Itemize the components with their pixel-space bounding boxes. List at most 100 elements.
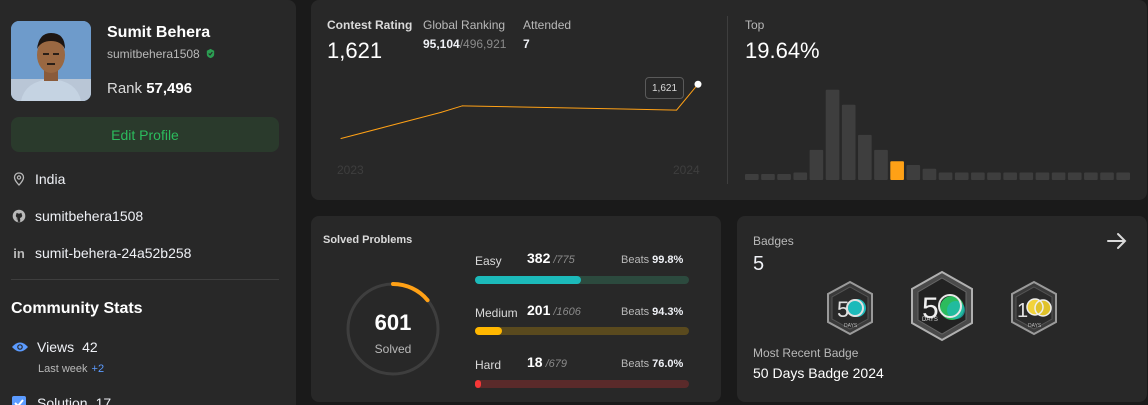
histogram-bar: [971, 172, 985, 180]
hard-beats: Beats 76.0%: [621, 358, 683, 370]
views-value: 42: [82, 339, 98, 355]
easy-label: Easy: [475, 254, 502, 268]
avatar-photo: [11, 21, 91, 101]
histogram-bar: [938, 172, 953, 180]
github-row[interactable]: sumitbehera1508: [11, 208, 143, 224]
easy-beats-value: 99.8%: [652, 254, 684, 266]
medium-progress-fill: [475, 327, 502, 335]
histogram-bar: [1019, 172, 1034, 180]
histogram-bar: [987, 172, 1001, 180]
rating-point: [694, 80, 702, 88]
histogram-bar: [777, 174, 791, 180]
histogram-bar: [922, 168, 937, 180]
github-text[interactable]: sumitbehera1508: [35, 208, 144, 224]
global-ranking-label: Global Ranking: [423, 18, 506, 32]
histogram-bar: [874, 149, 888, 180]
svg-text:1: 1: [1017, 300, 1028, 322]
global-ranking-value: 95,104/496,921: [423, 37, 506, 51]
year-start-label: 2023: [337, 163, 364, 177]
hard-count: 18/679: [527, 354, 567, 370]
top-label: Top: [745, 18, 765, 32]
ranking-histogram[interactable]: [745, 80, 1130, 182]
most-recent-badge-label: Most Recent Badge: [753, 346, 859, 360]
contest-rating-label: Contest Rating: [327, 18, 413, 32]
histogram-bar: [1051, 172, 1066, 180]
solved-ring-progress: [346, 282, 440, 376]
global-ranking-total: /496,921: [459, 37, 507, 51]
rating-point: [440, 111, 442, 113]
badge-100-days-icon[interactable]: 1 DAYS: [1006, 280, 1062, 336]
badge-3-days-text: DAYS: [1028, 323, 1042, 329]
solved-total-label: Solved: [374, 342, 412, 356]
last-week-delta: +2: [91, 363, 105, 375]
histogram-bar: [1100, 172, 1114, 180]
rank-value: 57,496: [146, 80, 193, 97]
edit-profile-button[interactable]: Edit Profile: [11, 117, 279, 152]
histogram-bar: [1116, 172, 1130, 180]
medium-beats-value: 94.3%: [652, 306, 684, 318]
badge-50-days-icon[interactable]: 5 DAYS: [822, 280, 878, 336]
medium-count: 201/1606: [527, 302, 581, 318]
location-row: India: [11, 171, 65, 187]
rating-point: [340, 138, 342, 140]
easy-progress-bar: [475, 276, 689, 284]
easy-beats-label: Beats: [621, 254, 650, 266]
badges-arrow-icon[interactable]: [1106, 230, 1128, 258]
most-recent-badge-name: 50 Days Badge 2024: [753, 365, 884, 381]
solution-label: Solution: [37, 395, 88, 405]
linkedin-row[interactable]: in sumit-behera-24a52b258: [11, 245, 191, 261]
histogram-bar: [745, 174, 759, 180]
global-ranking-number: 95,104: [423, 37, 460, 51]
histogram-bar: [1003, 172, 1017, 180]
hard-solved: 18: [527, 354, 543, 370]
solved-total: 601: [374, 310, 412, 335]
profile-handle: sumitbehera1508: [107, 47, 216, 61]
svg-text:5: 5: [837, 297, 849, 322]
easy-beats: Beats 99.8%: [621, 254, 683, 266]
badges-label: Badges: [753, 234, 794, 248]
rating-line-chart[interactable]: [311, 0, 731, 200]
histogram-bar: [906, 164, 921, 180]
badge-2-days-text: DAYS: [922, 317, 938, 323]
rating-tooltip: 1,621: [645, 77, 684, 99]
hard-progress-bar: [475, 380, 689, 388]
medium-progress-bar: [475, 327, 689, 335]
attended-label: Attended: [523, 18, 572, 32]
linkedin-text[interactable]: sumit-behera-24a52b258: [35, 245, 192, 261]
histogram-bar: [890, 161, 904, 180]
histogram-bar: [809, 149, 824, 180]
checkbox-icon: [12, 396, 26, 405]
year-end-label: 2024: [673, 163, 700, 177]
histogram-bar: [841, 104, 856, 180]
profile-handle-text: sumitbehera1508: [107, 47, 200, 61]
location-pin-icon: [11, 171, 27, 187]
views-last-week: Last week +2: [38, 363, 104, 375]
community-stats-title: Community Stats: [11, 300, 143, 317]
hard-beats-label: Beats: [621, 358, 650, 370]
solution-value: 17: [95, 395, 112, 405]
profile-rank: Rank 57,496: [107, 80, 192, 97]
hard-progress-fill: [475, 380, 482, 388]
hard-label: Hard: [475, 358, 502, 372]
easy-solved: 382: [527, 250, 551, 266]
views-row: Views 42: [11, 339, 98, 355]
svg-text:5: 5: [922, 292, 939, 325]
solved-ring[interactable]: [341, 277, 445, 381]
histogram-bar: [1067, 172, 1082, 180]
histogram-bar: [1084, 172, 1098, 180]
solution-row: Solution 17: [11, 395, 111, 405]
medium-label: Medium: [475, 306, 518, 320]
medium-solved: 201: [527, 302, 551, 318]
easy-progress-fill: [475, 276, 581, 284]
last-week-label: Last week: [38, 363, 88, 375]
contest-rating-value: 1,621: [327, 38, 383, 63]
easy-total: /775: [553, 254, 575, 266]
avatar[interactable]: [11, 21, 91, 101]
medium-beats-label: Beats: [621, 306, 650, 318]
sidebar-divider: [11, 279, 279, 280]
contest-rating-card: [311, 0, 1147, 200]
solved-problems-title: Solved Problems: [323, 234, 413, 246]
medium-beats: Beats 94.3%: [621, 306, 683, 318]
badge-50-days-2024-icon[interactable]: 5 DAYS: [906, 270, 978, 342]
profile-name: Sumit Behera: [107, 24, 211, 41]
